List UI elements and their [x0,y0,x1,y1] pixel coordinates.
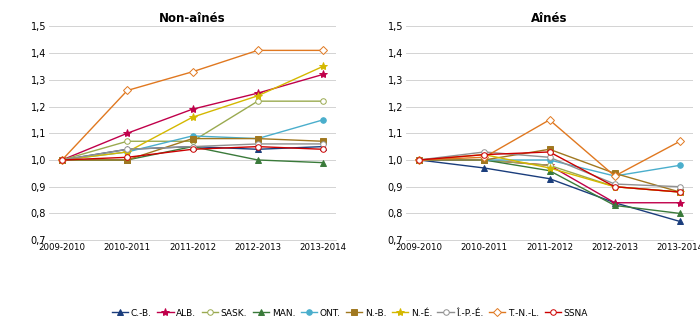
Title: Aînés: Aînés [531,12,568,25]
Legend: C.-B., ALB., SASK., MAN., ONT., N.-B., N.-É., Î.-P.-É., T.-N.-L., SSNA: C.-B., ALB., SASK., MAN., ONT., N.-B., N… [108,305,592,321]
Title: Non-aînés: Non-aînés [159,12,226,25]
